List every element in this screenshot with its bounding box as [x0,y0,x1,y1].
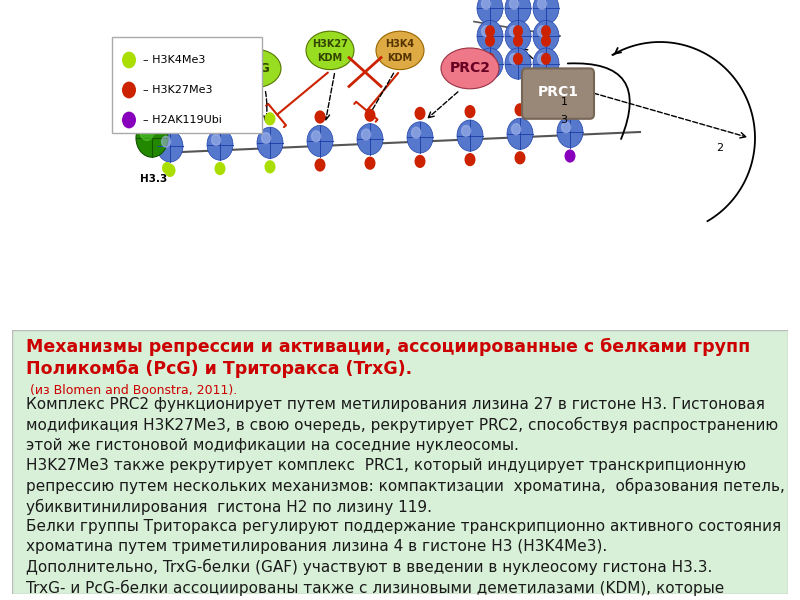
Text: KDM: KDM [318,53,342,62]
Text: Комплекс PRC2 функционирует путем метилирования лизина 27 в гистоне H3. Гистонов: Комплекс PRC2 функционирует путем метили… [26,397,785,600]
Text: 3: 3 [561,115,567,125]
Circle shape [165,164,175,177]
Circle shape [533,0,559,24]
Circle shape [514,151,526,164]
Text: H3K4: H3K4 [386,40,414,49]
Text: H3K27: H3K27 [312,40,348,49]
Circle shape [162,162,172,174]
Circle shape [214,162,226,175]
Circle shape [533,20,559,52]
Circle shape [562,122,570,133]
Circle shape [513,35,523,47]
Circle shape [357,124,383,155]
FancyBboxPatch shape [112,37,262,133]
Circle shape [314,158,326,172]
Circle shape [265,160,275,173]
Circle shape [510,53,518,64]
Circle shape [477,48,503,79]
Circle shape [565,149,575,163]
FancyBboxPatch shape [12,330,788,594]
Text: H3.3: H3.3 [140,174,168,184]
Circle shape [485,53,495,65]
Circle shape [482,0,490,9]
Text: 1: 1 [561,97,567,107]
Circle shape [211,134,221,145]
Circle shape [538,53,546,64]
Circle shape [465,153,475,166]
Circle shape [314,110,326,124]
Circle shape [513,53,523,65]
FancyBboxPatch shape [522,68,594,119]
Circle shape [157,131,183,162]
Circle shape [505,48,531,79]
Circle shape [311,131,321,142]
Circle shape [505,0,531,24]
Circle shape [414,107,426,120]
Circle shape [207,129,233,160]
Circle shape [414,155,426,168]
Circle shape [214,114,226,127]
Circle shape [136,119,168,157]
Circle shape [365,157,375,170]
Circle shape [541,25,551,37]
Circle shape [407,122,433,153]
Circle shape [162,136,170,147]
Circle shape [465,105,475,118]
Ellipse shape [441,48,499,89]
Text: – H3K4Me3: – H3K4Me3 [143,55,206,65]
Circle shape [514,103,526,116]
Circle shape [538,0,546,9]
Circle shape [538,26,546,37]
Circle shape [541,35,551,47]
Circle shape [511,124,521,134]
Text: (из Blomen and Boonstra, 2011).: (из Blomen and Boonstra, 2011). [26,384,238,397]
Text: – H3K27Me3: – H3K27Me3 [143,85,213,95]
Circle shape [565,101,575,115]
Circle shape [482,53,490,64]
Ellipse shape [229,49,281,88]
Circle shape [477,20,503,52]
Text: KDM: KDM [387,53,413,62]
Circle shape [362,129,370,140]
Text: – H2AK119Ubi: – H2AK119Ubi [143,115,222,125]
Circle shape [265,112,275,125]
Circle shape [510,0,518,9]
Circle shape [507,118,533,149]
Text: TrxG: TrxG [239,62,271,75]
Text: Механизмы репрессии и активации, ассоциированные с белками групп
Поликомба (PcG): Механизмы репрессии и активации, ассоции… [26,338,750,379]
Circle shape [365,109,375,122]
Circle shape [165,116,175,129]
Circle shape [140,124,154,140]
Circle shape [257,127,283,158]
Text: PRC2: PRC2 [450,61,490,76]
Circle shape [482,26,490,37]
Ellipse shape [376,31,424,70]
Circle shape [510,26,518,37]
Circle shape [485,35,495,47]
Text: 2: 2 [717,143,723,152]
Circle shape [307,125,333,157]
Circle shape [513,25,523,37]
Circle shape [533,48,559,79]
Circle shape [122,112,136,128]
Circle shape [477,0,503,24]
Text: PRC1: PRC1 [538,85,578,100]
Ellipse shape [306,31,354,70]
Circle shape [411,127,421,138]
Circle shape [462,125,470,136]
Circle shape [457,120,483,151]
Circle shape [505,20,531,52]
Circle shape [122,52,136,68]
Circle shape [262,133,270,143]
Circle shape [485,25,495,37]
Circle shape [557,116,583,148]
Circle shape [541,53,551,65]
Circle shape [122,82,136,98]
